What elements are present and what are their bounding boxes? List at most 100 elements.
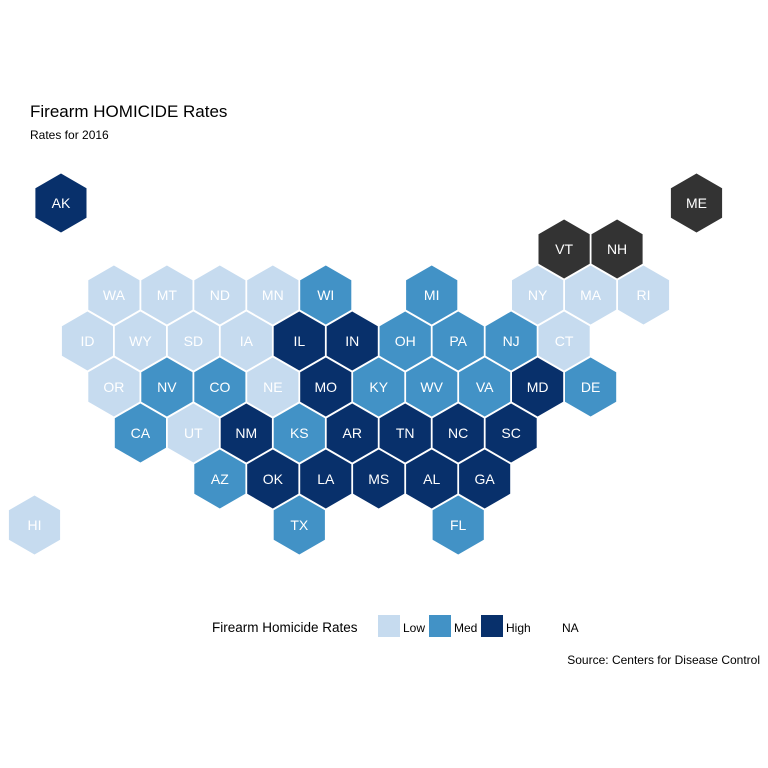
state-label: NV [157, 379, 177, 395]
state-label: MT [157, 287, 178, 303]
state-label: IN [345, 333, 359, 349]
state-hex-shape [537, 218, 591, 280]
state-hex-nv: NV [140, 356, 194, 418]
state-hex-shape [87, 264, 141, 326]
state-label: IL [293, 333, 305, 349]
state-hex-shape [299, 448, 353, 510]
state-label: TN [396, 425, 415, 441]
state-hex-ny: NY [511, 264, 564, 326]
state-label: NY [528, 287, 548, 303]
state-label: MI [424, 287, 440, 303]
state-hex-id: ID [61, 310, 114, 372]
state-hex-shape [140, 264, 194, 326]
state-label: WY [129, 333, 152, 349]
state-hex-shape [378, 402, 432, 464]
state-hex-me: ME [670, 172, 723, 234]
state-hex-shape [34, 172, 88, 234]
state-hex-ok: OK [246, 448, 300, 510]
state-hex-shape [670, 172, 723, 234]
state-label: WV [420, 379, 443, 395]
state-hex-shape [140, 356, 194, 418]
state-hex-sc: SC [484, 402, 538, 464]
state-label: OK [263, 471, 284, 487]
state-label: DE [581, 379, 600, 395]
state-hex-nj: NJ [484, 310, 538, 372]
state-hex-hi: HI [8, 494, 61, 556]
state-label: FL [450, 517, 467, 533]
state-hex-tn: TN [378, 402, 432, 464]
state-hex-vt: VT [537, 218, 591, 280]
state-hex-shape [458, 448, 512, 510]
state-hex-ca: CA [114, 402, 167, 464]
state-hex-shape [299, 356, 353, 418]
state-hex-wi: WI [299, 264, 353, 326]
state-hex-ia: IA [219, 310, 273, 372]
state-label: WI [317, 287, 334, 303]
state-label: TX [290, 517, 309, 533]
state-label: NJ [503, 333, 520, 349]
state-hex-ms: MS [352, 448, 406, 510]
state-hex-shape [272, 494, 326, 556]
state-hex-shape [325, 310, 379, 372]
state-hex-shape [564, 264, 617, 326]
state-label: MN [262, 287, 284, 303]
state-label: SD [184, 333, 203, 349]
state-hex-wy: WY [114, 310, 167, 372]
legend-label-med: Med [454, 621, 478, 635]
legend-swatch-high [481, 615, 503, 637]
state-hex-il: IL [272, 310, 326, 372]
state-hex-shape [166, 310, 220, 372]
state-hex-de: DE [564, 356, 617, 418]
state-hex-md: MD [511, 356, 564, 418]
state-hex-shape [246, 264, 300, 326]
state-label: PA [449, 333, 467, 349]
state-hex-ri: RI [617, 264, 670, 326]
state-hex-shape [8, 494, 61, 556]
state-label: MO [314, 379, 337, 395]
state-hex-wa: WA [87, 264, 141, 326]
state-hex-shape [325, 402, 379, 464]
state-label: WA [103, 287, 126, 303]
state-hex-shape [87, 356, 141, 418]
state-hex-shape [458, 356, 512, 418]
state-hex-shape [484, 310, 538, 372]
state-label: CO [209, 379, 230, 395]
state-hex-pa: PA [431, 310, 485, 372]
state-label: AL [423, 471, 440, 487]
state-label: LA [317, 471, 335, 487]
state-label: OH [395, 333, 416, 349]
state-hex-al: AL [405, 448, 459, 510]
state-hex-shape [61, 310, 114, 372]
state-hex-nc: NC [431, 402, 485, 464]
legend-label-na: NA [562, 621, 579, 635]
state-hex-shape [299, 264, 353, 326]
map-title: Firearm HOMICIDE Rates [30, 102, 228, 121]
state-hex-shape [537, 310, 591, 372]
state-hex-in: IN [325, 310, 379, 372]
source-caption: Source: Centers for Disease Control [567, 653, 760, 667]
state-hex-shape [431, 310, 485, 372]
state-hex-ut: UT [166, 402, 220, 464]
state-label: NM [235, 425, 257, 441]
state-hex-shape [511, 356, 564, 418]
state-hex-shape [431, 402, 485, 464]
state-hex-ar: AR [325, 402, 379, 464]
state-hex-shape [193, 448, 247, 510]
state-hex-wv: WV [405, 356, 459, 418]
state-label: ID [80, 333, 94, 349]
state-label: SC [501, 425, 520, 441]
state-label: ND [210, 287, 230, 303]
legend-swatch-na [535, 615, 557, 637]
legend-swatch-med [429, 615, 451, 637]
state-label: RI [637, 287, 651, 303]
state-hex-fl: FL [431, 494, 485, 556]
legend-title: Firearm Homicide Rates [212, 620, 358, 635]
state-hex-shape [352, 356, 406, 418]
state-hex-shape [405, 356, 459, 418]
state-hex-oh: OH [378, 310, 432, 372]
state-hex-shape [564, 356, 617, 418]
state-label: NE [263, 379, 282, 395]
state-hex-mo: MO [299, 356, 353, 418]
state-label: MD [527, 379, 549, 395]
